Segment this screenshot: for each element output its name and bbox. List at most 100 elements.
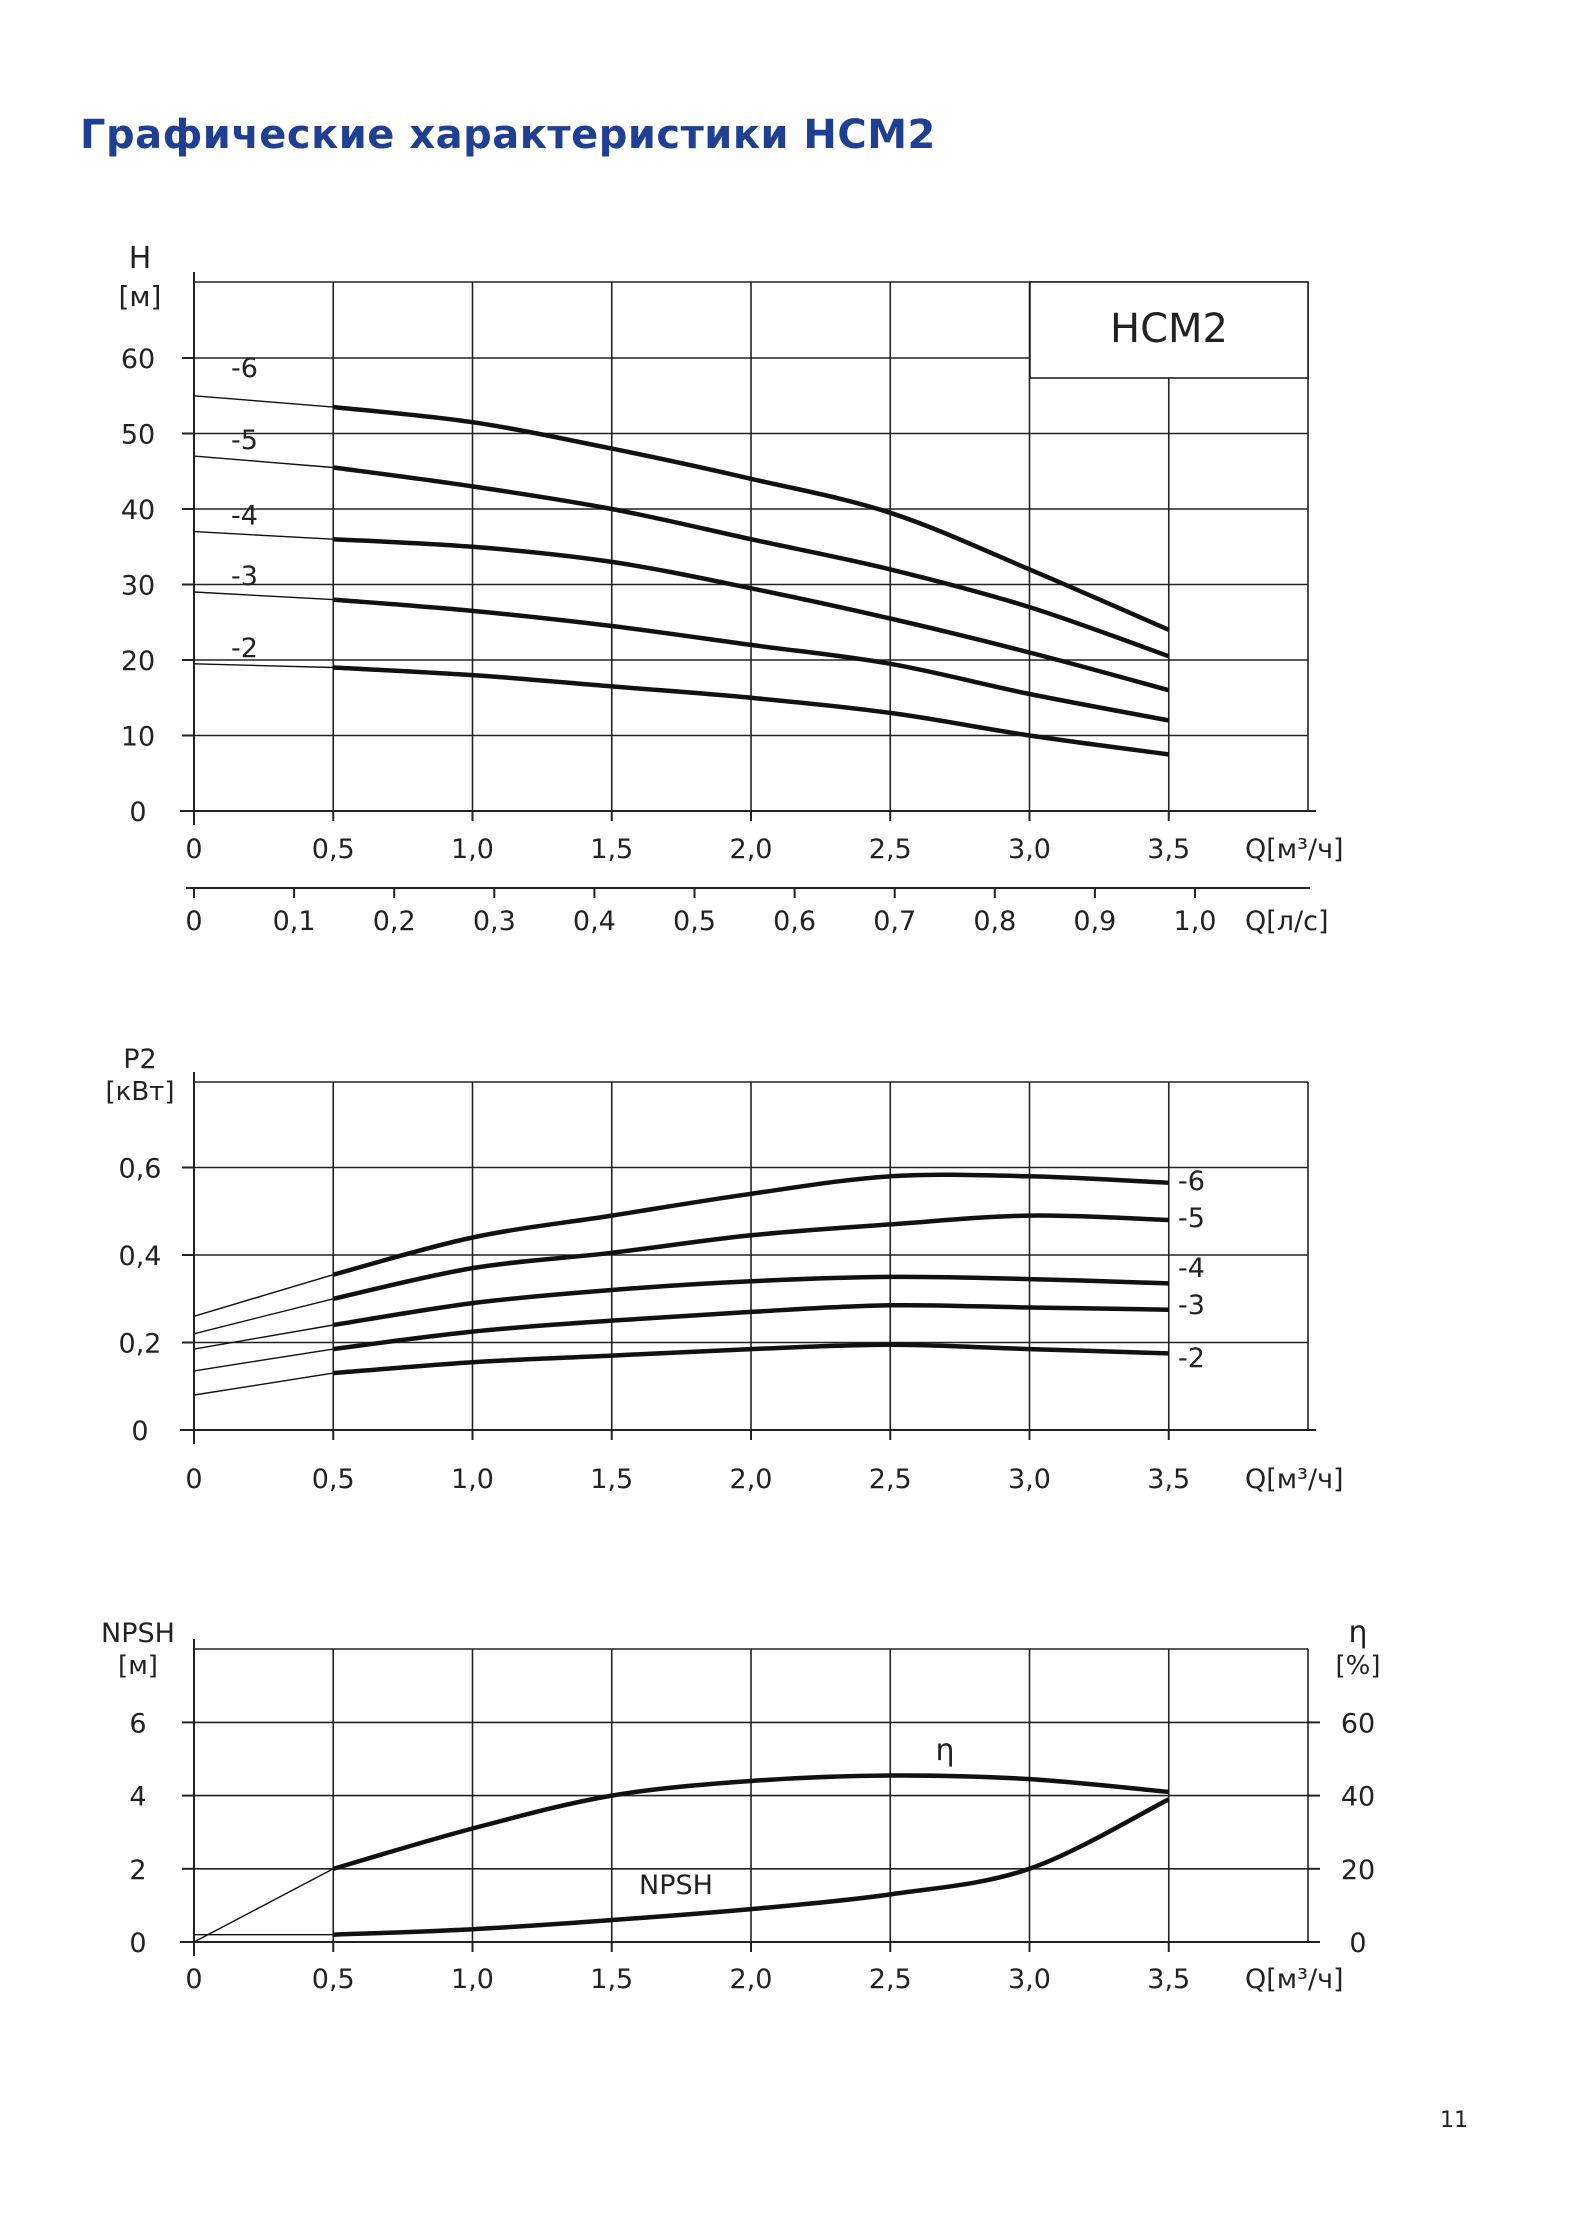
x-tick-label: 1,0	[451, 1964, 494, 1995]
series-label: -4	[231, 501, 258, 532]
x2-tick-label: 0	[185, 906, 202, 937]
series-line	[333, 1342, 1169, 1376]
x2-tick-label: 0,2	[373, 906, 416, 937]
series-line-start	[193, 395, 334, 408]
y-tick-label: 0	[131, 1416, 148, 1447]
y-tick-label: 0	[129, 1928, 146, 1959]
x-tick-label: 3,5	[1147, 834, 1190, 865]
x-tick-label: 2,5	[869, 1964, 912, 1995]
x-tick-label: 2,0	[730, 1464, 773, 1495]
x2-tick-label: 0,1	[273, 906, 316, 937]
x-tick-label: 1,5	[590, 1964, 633, 1995]
series-line	[332, 1213, 1169, 1301]
series-line-npsh	[333, 1797, 1170, 1937]
x-tick-label: 2,5	[869, 1464, 912, 1495]
y2-tick-label: 40	[1341, 1782, 1375, 1813]
series-line-start	[193, 530, 334, 540]
page-title: Графические характеристики НСМ2	[80, 112, 936, 158]
y-tick-label: 2	[129, 1855, 146, 1886]
x-tick-label: 0,5	[312, 1964, 355, 1995]
y2-tick-label: 20	[1341, 1855, 1375, 1886]
series-line-start	[193, 1348, 334, 1372]
series-line-start	[193, 591, 334, 601]
y-axis-label: P2	[123, 1044, 156, 1075]
series-label: -6	[1178, 1166, 1205, 1197]
series-line-start	[193, 1274, 334, 1317]
series-label: -3	[231, 561, 258, 592]
y2-tick-label: 60	[1341, 1708, 1375, 1739]
x-tick-label: 0	[185, 1464, 202, 1495]
y-tick-label: 20	[121, 646, 155, 677]
y-tick-label: 10	[121, 722, 155, 753]
y-tick-label: 0,4	[119, 1241, 162, 1272]
y2-axis-label: η	[1348, 1615, 1367, 1650]
y-tick-label: 4	[129, 1782, 146, 1813]
y-tick-label: 0	[129, 797, 146, 828]
x2-tick-label: 0,4	[573, 906, 616, 937]
x-axis-label: Q[м³/ч]	[1245, 1964, 1344, 1995]
series-line	[333, 465, 1170, 659]
series-label: -5	[231, 425, 258, 456]
series-label: -5	[1178, 1203, 1205, 1234]
y-tick-label: 0,6	[119, 1154, 162, 1185]
x-tick-label: 3,5	[1147, 1464, 1190, 1495]
series-line	[332, 1274, 1169, 1328]
x2-tick-label: 0,9	[1073, 906, 1116, 937]
series-line	[333, 536, 1170, 693]
series-line-start	[193, 455, 334, 469]
model-box	[1029, 281, 1309, 379]
x-tick-label: 3,0	[1008, 834, 1051, 865]
series-label: -3	[1178, 1290, 1205, 1321]
series-label: NPSH	[639, 1870, 713, 1901]
x-tick-label: 1,5	[590, 834, 633, 865]
series-line-eta	[332, 1773, 1170, 1871]
x-tick-label: 3,0	[1008, 1964, 1051, 1995]
series-line	[332, 1172, 1169, 1277]
y-tick-label: 60	[121, 344, 155, 375]
x2-tick-label: 0,3	[473, 906, 516, 937]
x-tick-label: 2,0	[730, 834, 773, 865]
x-tick-label: 0	[185, 834, 202, 865]
x2-tick-label: 0,8	[973, 906, 1016, 937]
series-label: η	[935, 1733, 954, 1768]
x-tick-label: 1,5	[590, 1464, 633, 1495]
series-line-start	[193, 663, 334, 669]
x2-tick-label: 0,7	[873, 906, 916, 937]
y-tick-label: 0,2	[119, 1329, 162, 1360]
x-tick-label: 0,5	[312, 834, 355, 865]
series-line-start	[193, 1298, 334, 1335]
y2-tick-label: 0	[1349, 1928, 1366, 1959]
page-number: 11	[1440, 2108, 1468, 2133]
series-label: -4	[1178, 1253, 1205, 1284]
series-line	[333, 1302, 1169, 1352]
series-line-start	[193, 1372, 334, 1396]
x-axis-label: Q[м³/ч]	[1245, 834, 1344, 865]
y-axis-unit: [м]	[119, 280, 162, 313]
series-line	[333, 665, 1170, 757]
y-tick-label: 40	[121, 495, 155, 526]
series-line	[333, 404, 1170, 632]
x-tick-label: 0	[185, 1964, 202, 1995]
x-tick-label: 3,5	[1147, 1964, 1190, 1995]
x-axis-label: Q[м³/ч]	[1245, 1464, 1344, 1495]
y-tick-label: 50	[121, 420, 155, 451]
series-label: -2	[231, 633, 258, 664]
chart-title: НСМ2	[1110, 306, 1228, 352]
y-tick-label: 6	[129, 1708, 146, 1739]
y-tick-label: 30	[121, 571, 155, 602]
series-line	[333, 597, 1170, 723]
x2-tick-label: 0,5	[673, 906, 716, 937]
x-tick-label: 0,5	[312, 1464, 355, 1495]
x-tick-label: 1,0	[451, 834, 494, 865]
x-tick-label: 3,0	[1008, 1464, 1051, 1495]
series-line-start	[193, 1324, 334, 1350]
y2-axis-unit: [%]	[1336, 1651, 1381, 1681]
x2-tick-label: 1,0	[1174, 906, 1217, 937]
x-tick-label: 1,0	[451, 1464, 494, 1495]
y-axis-unit: [м]	[118, 1651, 158, 1681]
y-axis-label: H	[129, 241, 152, 276]
y-axis-unit: [кВт]	[106, 1077, 175, 1107]
x2-axis-label: Q[л/с]	[1245, 906, 1329, 937]
x-tick-label: 2,5	[869, 834, 912, 865]
